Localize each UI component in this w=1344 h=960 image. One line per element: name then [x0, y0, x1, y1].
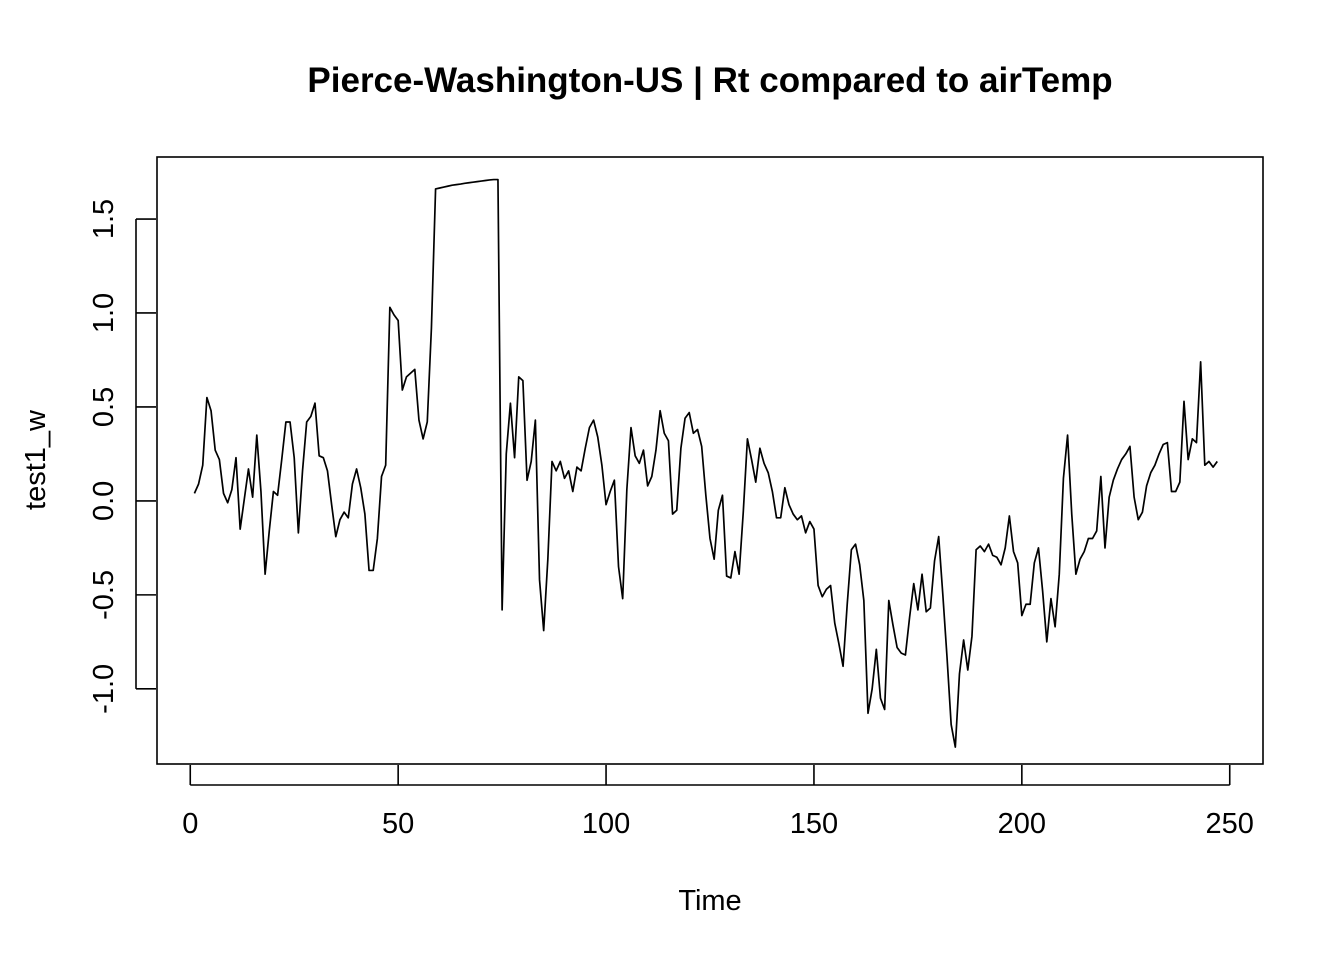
x-tick-label: 50 [382, 808, 414, 840]
x-tick-label: 150 [790, 808, 838, 840]
x-tick-label: 250 [1206, 808, 1254, 840]
y-tick-label: -0.5 [88, 570, 120, 620]
series-line [193, 178, 1218, 748]
x-axis: 0 50 100 150 200 250 [182, 765, 1254, 840]
chart-title: Pierce-Washington-US | Rt compared to ai… [307, 61, 1112, 100]
x-axis-label: Time [678, 885, 741, 917]
x-tick-label: 100 [582, 808, 630, 840]
x-tick-label: 200 [998, 808, 1046, 840]
y-tick-label: -1.0 [88, 664, 120, 714]
y-axis: -1.0 -0.5 0.0 0.5 1.0 1.5 [88, 199, 156, 714]
y-tick-label: 1.0 [88, 293, 120, 333]
y-tick-label: 0.0 [88, 481, 120, 521]
y-axis-label: test1_w [20, 409, 52, 510]
plot-frame [156, 156, 1264, 765]
y-tick-label: 1.5 [88, 199, 120, 239]
x-tick-label: 0 [182, 808, 198, 840]
y-tick-label: 0.5 [88, 387, 120, 427]
